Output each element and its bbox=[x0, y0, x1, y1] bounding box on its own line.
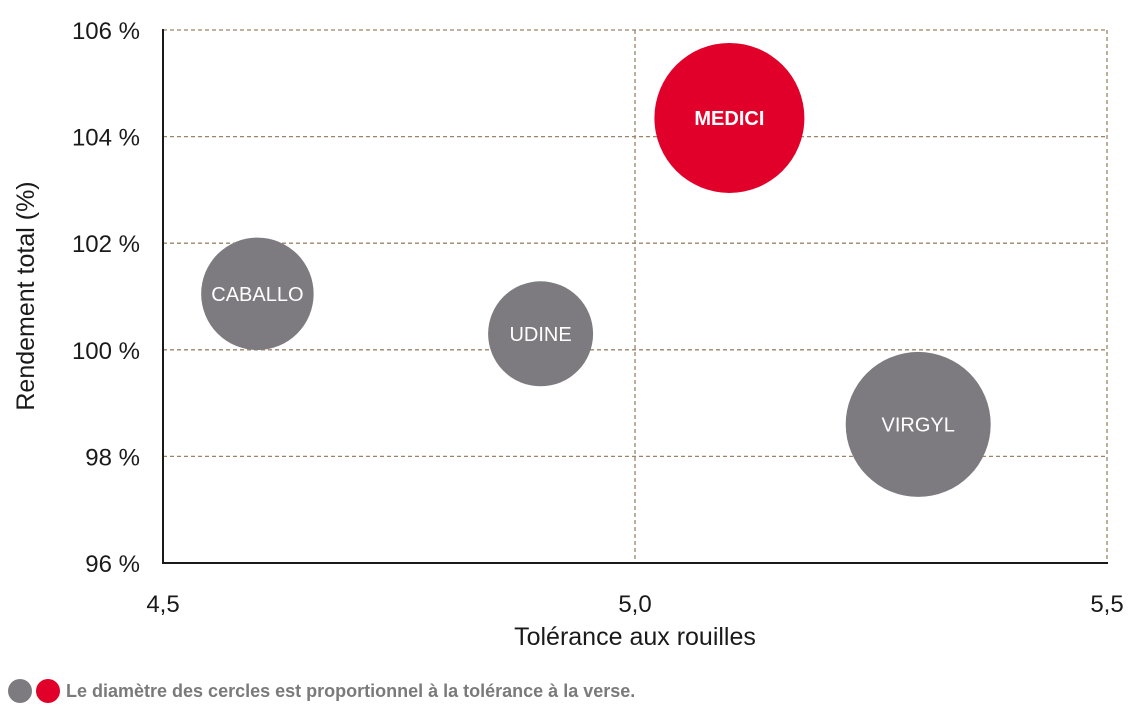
bubble-label: VIRGYL bbox=[882, 414, 955, 436]
bubble-udine bbox=[488, 281, 594, 387]
bubble-caballo bbox=[201, 237, 314, 351]
legend-dot-highlight bbox=[36, 679, 60, 703]
x-tick-label: 4,5 bbox=[146, 591, 179, 618]
bubble-virgyl bbox=[845, 351, 991, 497]
tick-labels: 96 % 98 % 100 % 102 % 104 % 106 % 4,5 5,0 5,5 bbox=[72, 18, 1124, 618]
x-axis-title: Tolérance aux rouilles bbox=[514, 623, 756, 651]
y-tick-label: 104 % bbox=[72, 125, 140, 152]
legend-dot-default bbox=[8, 679, 32, 703]
y-tick-label: 102 % bbox=[72, 231, 140, 258]
bubble-label: MEDICI bbox=[694, 108, 764, 130]
bubble-label: CABALLO bbox=[211, 284, 303, 306]
grid-lines bbox=[163, 29, 1108, 563]
bubble-medici bbox=[654, 42, 805, 193]
bubble-chart: MEDICI CABALLO UDINE VIRGYL 96 % 98 % 100 % 10… bbox=[12, 18, 1124, 651]
y-tick-label: 96 % bbox=[85, 551, 140, 578]
x-tick-label: 5,0 bbox=[618, 591, 651, 618]
footnote: Le diamètre des cercles est proportionne… bbox=[8, 676, 635, 706]
y-tick-label: 100 % bbox=[72, 338, 140, 365]
bubble-label: UDINE bbox=[509, 324, 571, 346]
bubbles: MEDICI CABALLO UDINE VIRGYL bbox=[201, 42, 991, 497]
y-tick-label: 106 % bbox=[72, 18, 140, 45]
y-axis-title: Rendement total (%) bbox=[12, 181, 40, 410]
footnote-text: Le diamètre des cercles est proportionne… bbox=[66, 680, 636, 701]
axes bbox=[162, 29, 1108, 564]
x-tick-label: 5,5 bbox=[1090, 591, 1123, 618]
y-tick-label: 98 % bbox=[85, 444, 140, 471]
